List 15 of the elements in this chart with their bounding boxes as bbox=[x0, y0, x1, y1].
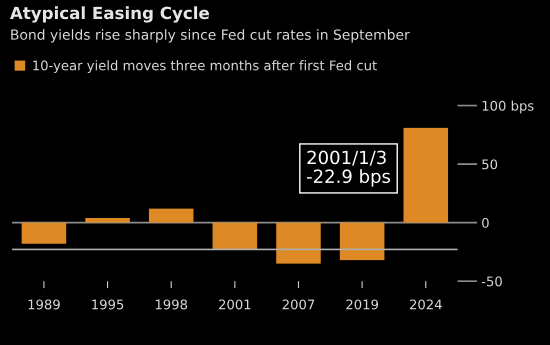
x-tick-label: 2007 bbox=[282, 299, 314, 310]
annotation: 2001/1/3 -22.9 bps bbox=[307, 150, 390, 187]
y-tick-label: 0 bbox=[482, 218, 489, 228]
x-tick-label: 2001 bbox=[219, 299, 250, 310]
y-tick-label: 100 bps bbox=[482, 100, 534, 114]
legend-label: 10-year yield moves three months after first Fed cut bbox=[33, 60, 377, 73]
x-tick-label: 2019 bbox=[346, 299, 378, 310]
y-tick-label: 50 bbox=[482, 159, 498, 170]
chart-title: Atypical Easing Cycle bbox=[10, 6, 209, 23]
chart-subtitle: Bond yields rise sharply since Fed cut rates in September bbox=[11, 29, 410, 43]
x-tick-label: 2024 bbox=[410, 299, 442, 310]
x-tick-label: 1995 bbox=[92, 299, 124, 310]
y-tick-label: -50 bbox=[482, 276, 502, 286]
x-tick-label: 1989 bbox=[28, 299, 60, 310]
x-tick-label: 1998 bbox=[156, 299, 188, 310]
